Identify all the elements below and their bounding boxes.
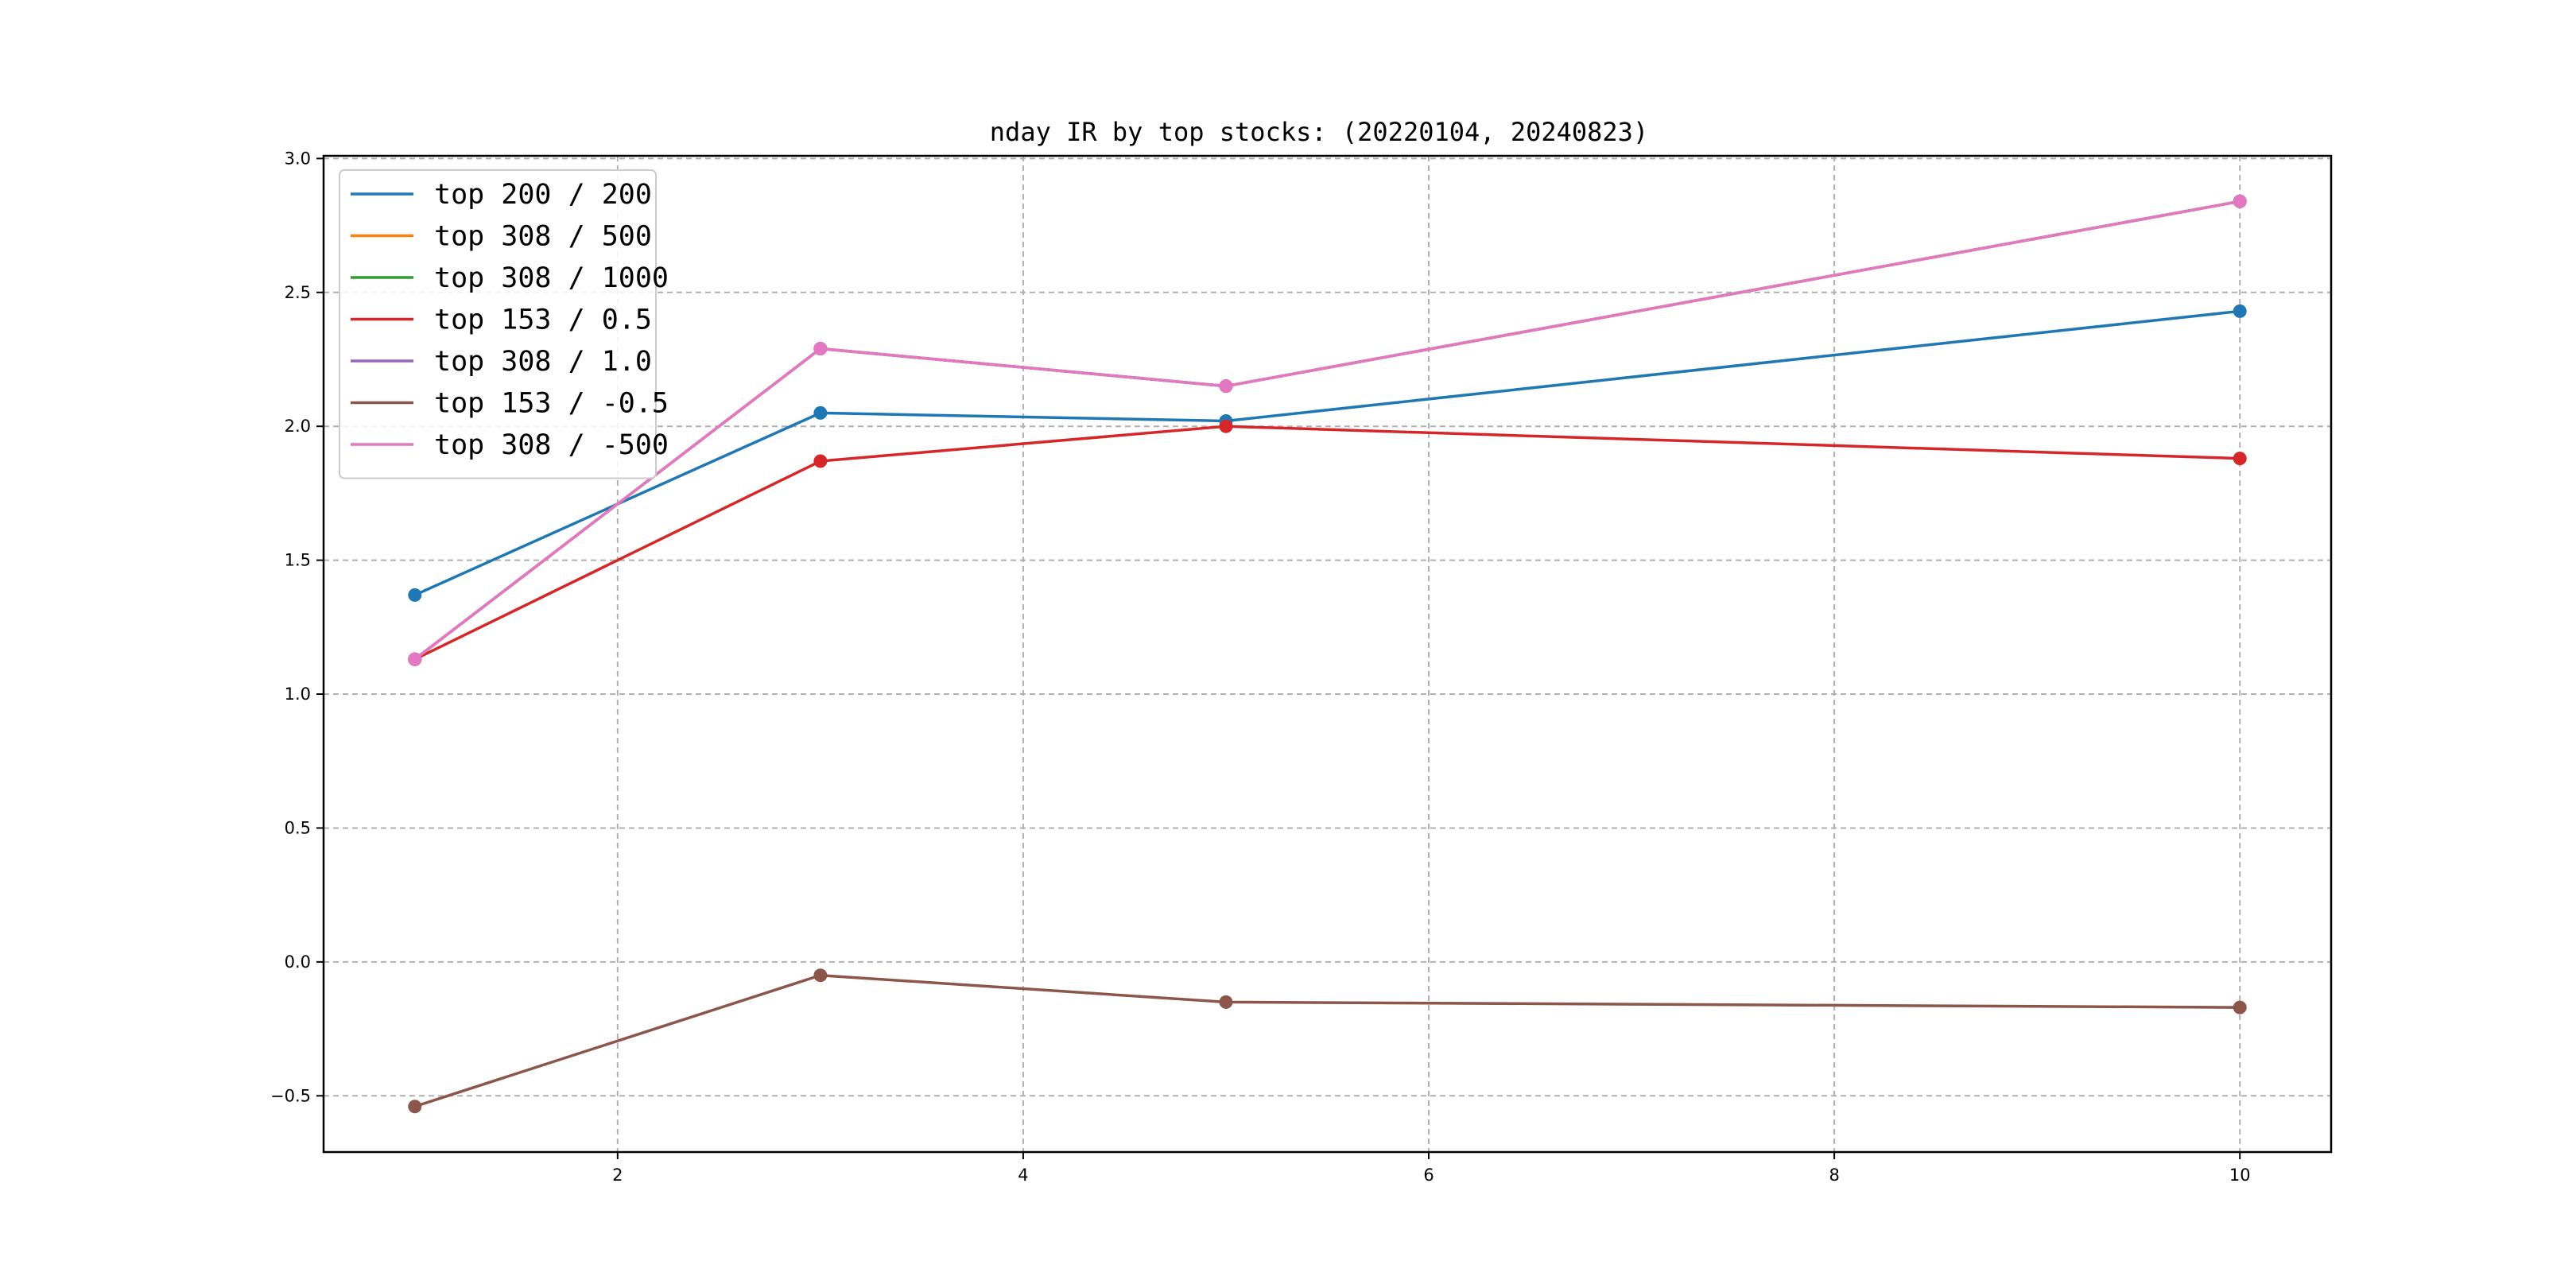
series — [408, 194, 2247, 666]
data-point — [2233, 304, 2247, 318]
data-point — [813, 968, 828, 983]
axis-ticks: 2 4 6 8 10 −0.5 0.0 0.5 1.0 1.5 2.0 2.5 3.0 — [270, 149, 2251, 1185]
y-tick-label: −0.5 — [270, 1086, 311, 1105]
y-tick-label: 3.0 — [285, 149, 311, 168]
y-tick-label: 2.0 — [285, 417, 311, 436]
y-tick-label: 1.0 — [285, 685, 311, 704]
legend-label: top 153 / -0.5 — [434, 388, 669, 420]
plot-area-frame — [322, 154, 2333, 1154]
legend-label: top 308 / -500 — [434, 429, 669, 461]
chart-title: nday IR by top stocks: (20220104, 202408… — [990, 117, 1648, 147]
series-group — [408, 194, 2247, 1114]
y-tick-label: 0.0 — [285, 952, 311, 972]
data-point — [408, 652, 422, 666]
series-line — [413, 200, 2240, 661]
data-point — [2233, 1000, 2247, 1014]
y-tick-label: 0.5 — [285, 818, 311, 837]
legend-box — [339, 169, 657, 479]
data-point — [2233, 194, 2247, 208]
x-tick-label: 4 — [1018, 1166, 1028, 1185]
series-line — [414, 425, 2240, 661]
data-point — [1219, 419, 1233, 433]
data-point — [2233, 452, 2247, 466]
y-tick-label: 2.5 — [285, 283, 311, 302]
series — [408, 968, 2247, 1114]
data-point — [813, 342, 828, 356]
legend-label: top 308 / 1.0 — [434, 346, 652, 378]
data-point — [1219, 995, 1233, 1009]
series-line — [414, 973, 2240, 1108]
x-tick-label: 2 — [612, 1166, 623, 1185]
data-point — [813, 454, 828, 468]
data-point — [813, 405, 828, 420]
legend-label: top 308 / 1000 — [434, 262, 669, 294]
data-point — [1219, 379, 1233, 394]
legend-label: top 308 / 500 — [434, 221, 652, 253]
y-tick-label: 1.5 — [285, 551, 311, 570]
data-point — [408, 588, 422, 602]
grid — [324, 156, 2331, 1152]
legend-label: top 153 / 0.5 — [434, 305, 652, 336]
x-tick-label: 8 — [1829, 1166, 1839, 1185]
x-tick-label: 10 — [2229, 1166, 2251, 1185]
data-point — [408, 1100, 422, 1114]
legend-label: top 200 / 200 — [434, 179, 652, 211]
legend: top 200 / 200 top 308 / 500 top 308 / 1000… — [339, 169, 669, 479]
x-tick-label: 6 — [1423, 1166, 1433, 1185]
